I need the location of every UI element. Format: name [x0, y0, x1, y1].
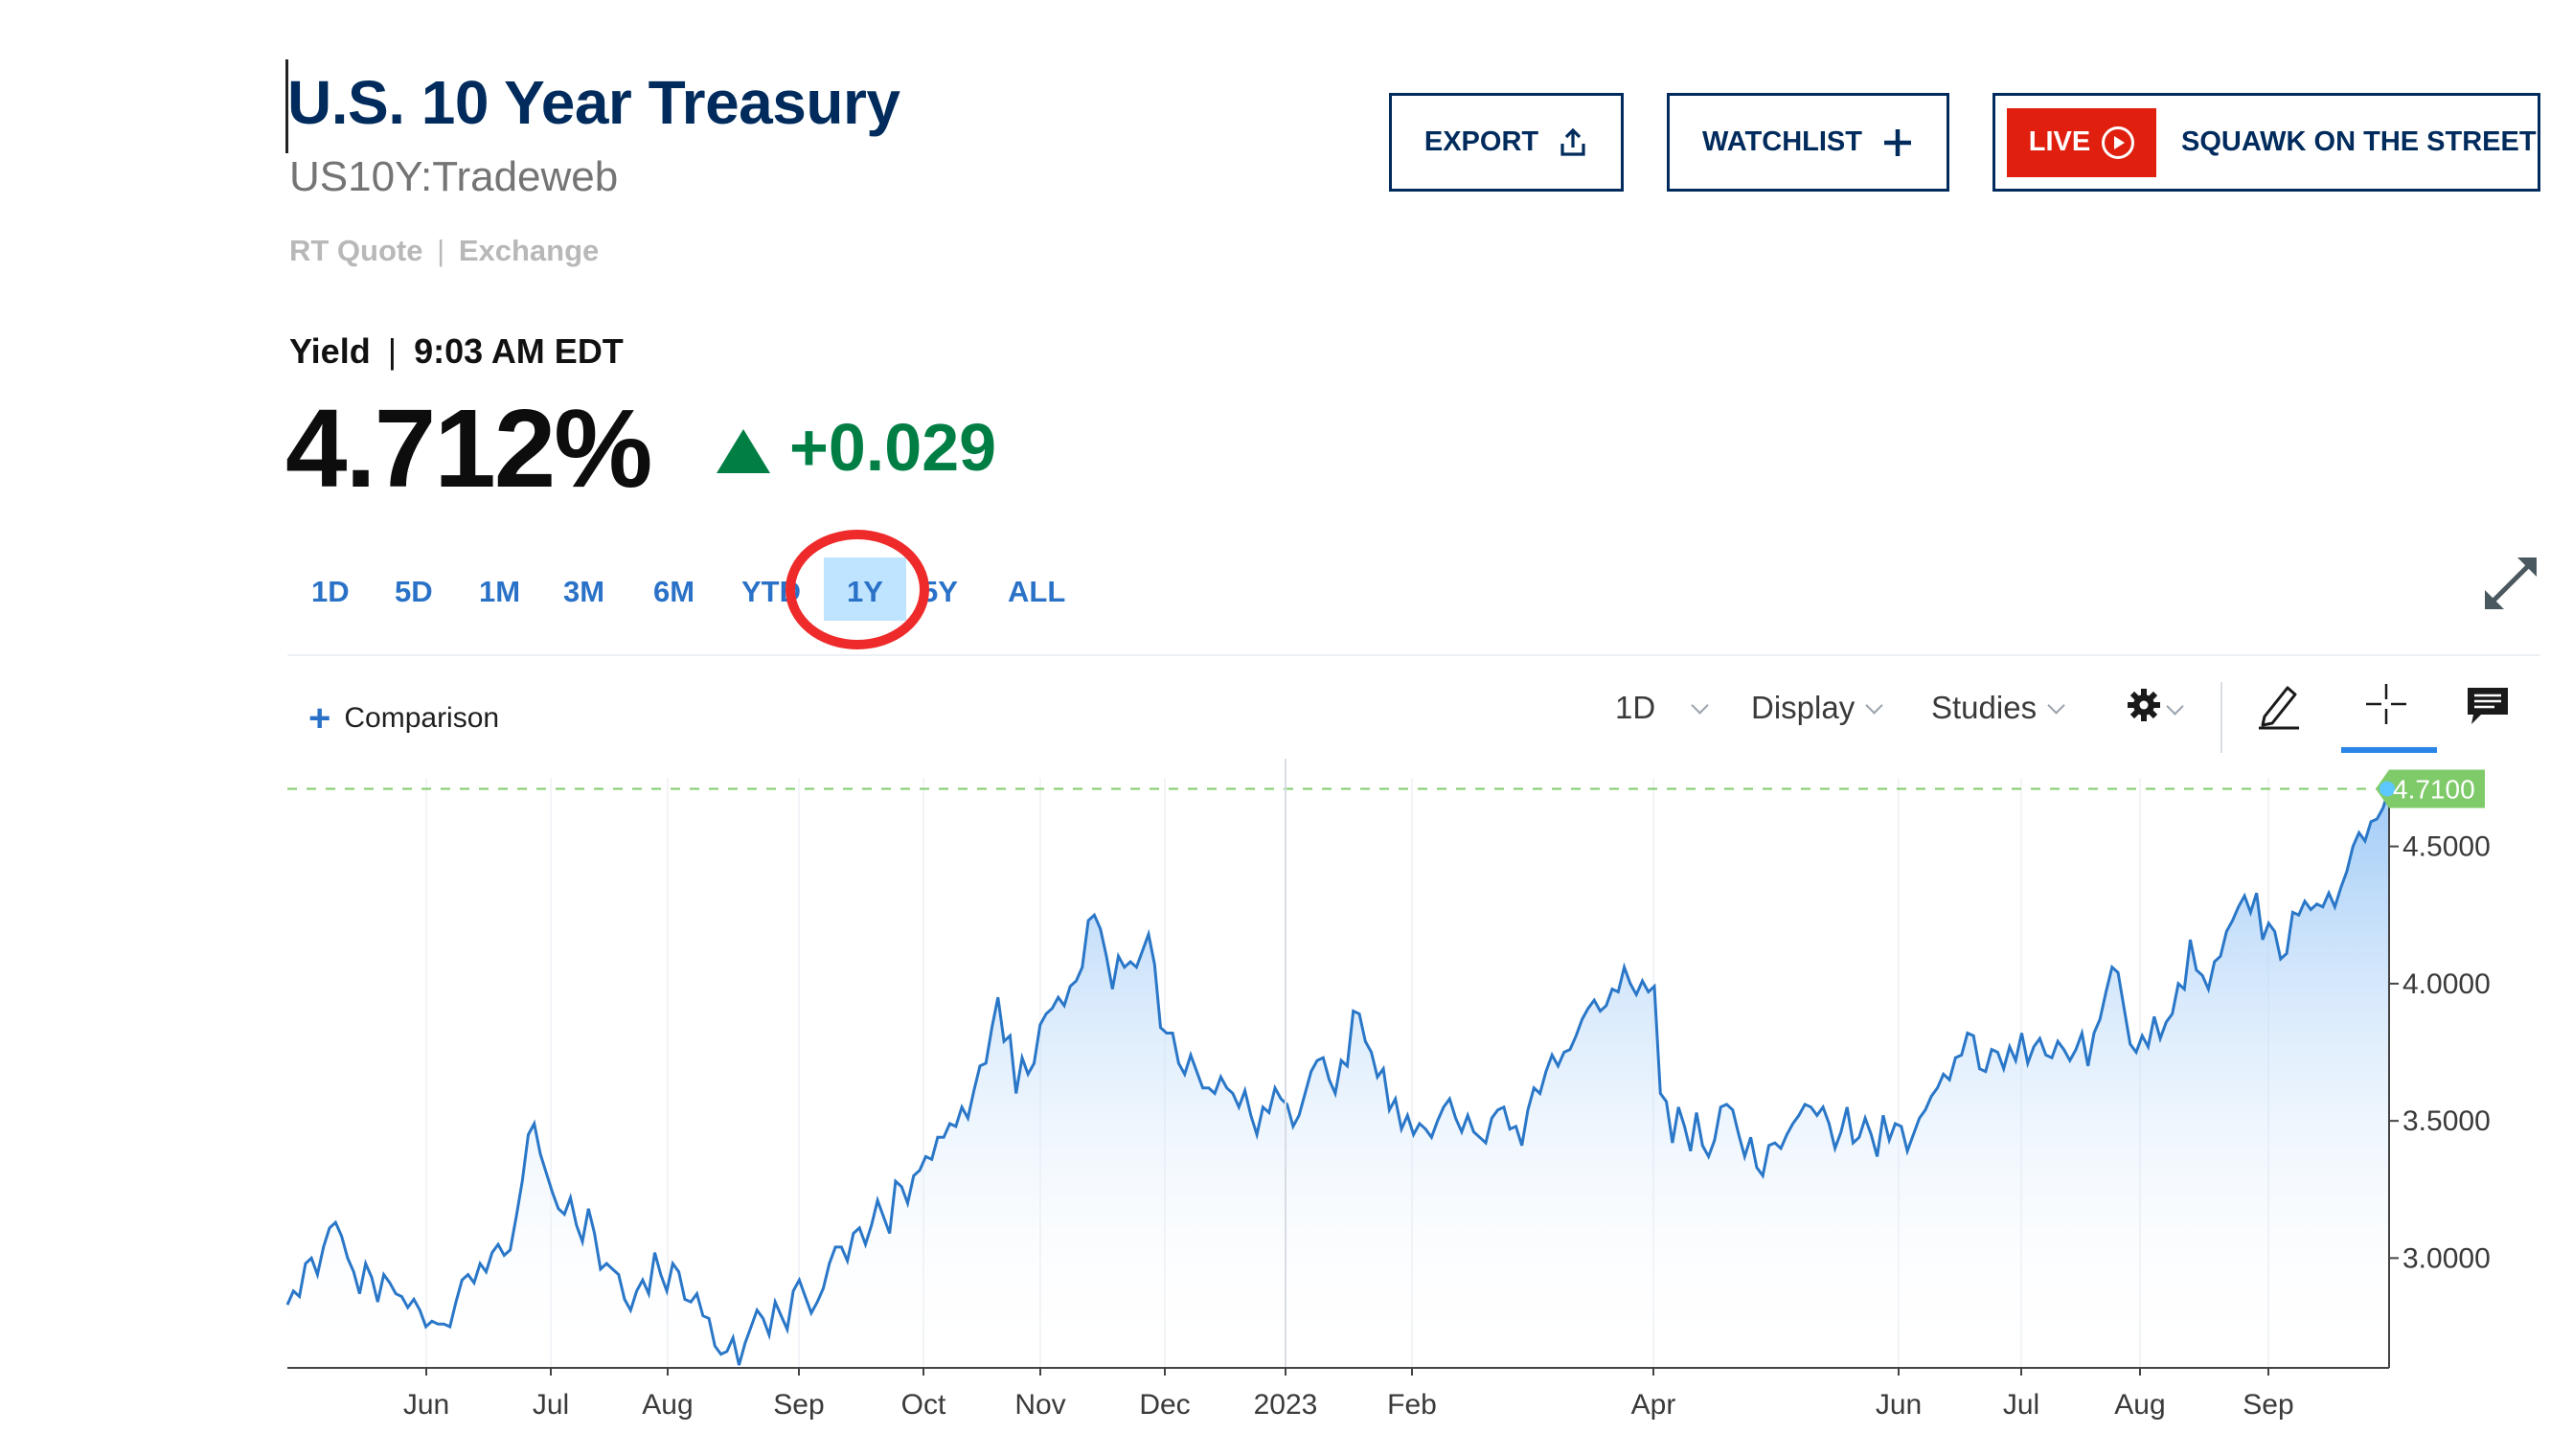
interval-dropdown[interactable]: 1D	[1615, 690, 1709, 726]
studies-dropdown[interactable]: Studies	[1931, 690, 2065, 726]
studies-label: Studies	[1931, 690, 2038, 725]
export-button[interactable]: EXPORT	[1389, 93, 1624, 192]
exchange-label: Exchange	[458, 234, 600, 267]
live-label: LIVE	[2028, 126, 2091, 157]
range-tab-5d[interactable]: 5D	[395, 575, 433, 608]
x-tick-label: Jul	[2003, 1389, 2039, 1421]
draw-tool-button[interactable]	[2255, 680, 2303, 738]
separator: |	[437, 234, 445, 267]
x-tick-label: Apr	[1631, 1389, 1676, 1421]
last-price-label: 4.7100	[2393, 774, 2475, 804]
x-tick-label: Jun	[403, 1389, 449, 1421]
y-tick-label: 4.0000	[2402, 968, 2491, 1000]
divider	[287, 654, 2540, 656]
comment-icon	[2466, 686, 2510, 734]
x-tick-label: Oct	[901, 1389, 946, 1421]
separator: |	[387, 331, 398, 371]
last-price-tag	[2376, 769, 2485, 808]
x-tick-label: Nov	[1014, 1389, 1065, 1421]
range-tab-all[interactable]: ALL	[1008, 575, 1066, 608]
range-tab-3m[interactable]: 3M	[563, 575, 605, 608]
comparison-button[interactable]: + Comparison	[308, 699, 499, 738]
page-title: U.S. 10 Year Treasury	[287, 68, 900, 137]
rt-quote-label: RT Quote	[289, 234, 423, 267]
up-arrow-icon	[717, 429, 770, 473]
range-tab-1d[interactable]: 1D	[311, 575, 350, 608]
comments-tool-button[interactable]	[2466, 686, 2510, 734]
y-tick-label: 3.0000	[2402, 1242, 2491, 1274]
plus-icon: +	[308, 697, 331, 739]
live-show-label: SQUAWK ON THE STREET	[2181, 126, 2537, 157]
play-icon	[2102, 125, 2135, 159]
gear-icon	[2125, 686, 2163, 732]
x-tick-label: Jun	[1876, 1389, 1922, 1421]
range-tab-1m[interactable]: 1M	[479, 575, 521, 608]
display-dropdown[interactable]: Display	[1751, 690, 1883, 726]
yield-time-line: Yield | 9:03 AM EDT	[289, 331, 624, 372]
plus-icon	[1881, 126, 1914, 159]
symbol-label: US10Y:Tradeweb	[289, 153, 619, 200]
y-tick-label: 3.5000	[2402, 1105, 2491, 1137]
highlight-circle	[786, 530, 929, 649]
range-tab-6m[interactable]: 6M	[653, 575, 695, 608]
watchlist-button[interactable]: WATCHLIST	[1667, 93, 1949, 192]
x-tick-label: Jul	[533, 1389, 569, 1421]
display-label: Display	[1751, 690, 1856, 725]
x-tick-label: Aug	[2114, 1389, 2165, 1421]
export-label: EXPORT	[1423, 126, 1539, 157]
x-tick-label: 2023	[1254, 1389, 1318, 1421]
last-point-marker	[2379, 781, 2395, 797]
series-line	[285, 788, 2391, 1366]
toolbar-separator	[2220, 682, 2222, 753]
live-badge: LIVE	[2007, 107, 2156, 177]
x-tick-label: Aug	[642, 1389, 693, 1421]
pencil-icon	[2255, 680, 2303, 738]
watchlist-label: WATCHLIST	[1702, 126, 1862, 157]
yield-value: 4.712%	[285, 386, 652, 511]
settings-dropdown[interactable]	[2125, 686, 2184, 732]
x-tick-label: Feb	[1387, 1389, 1437, 1421]
text-cursor	[285, 59, 288, 153]
active-tool-indicator	[2341, 747, 2437, 753]
yield-change: +0.029	[789, 410, 997, 485]
crosshair-tool-button[interactable]	[2364, 682, 2408, 734]
y-tick-label: 4.5000	[2402, 831, 2491, 863]
live-stream-button[interactable]: LIVE SQUAWK ON THE STREET	[1992, 93, 2540, 192]
x-tick-label: Sep	[2243, 1389, 2293, 1421]
expand-icon[interactable]	[2481, 554, 2540, 618]
export-icon	[1558, 127, 1588, 158]
quote-source: RT Quote | Exchange	[289, 234, 599, 268]
crosshair-icon	[2364, 682, 2408, 734]
x-tick-label: Sep	[773, 1389, 824, 1421]
comparison-label: Comparison	[344, 702, 500, 734]
yield-label: Yield	[289, 331, 371, 371]
interval-label: 1D	[1615, 690, 1656, 725]
quote-time: 9:03 AM EDT	[414, 331, 624, 371]
x-tick-label: Dec	[1139, 1389, 1190, 1421]
